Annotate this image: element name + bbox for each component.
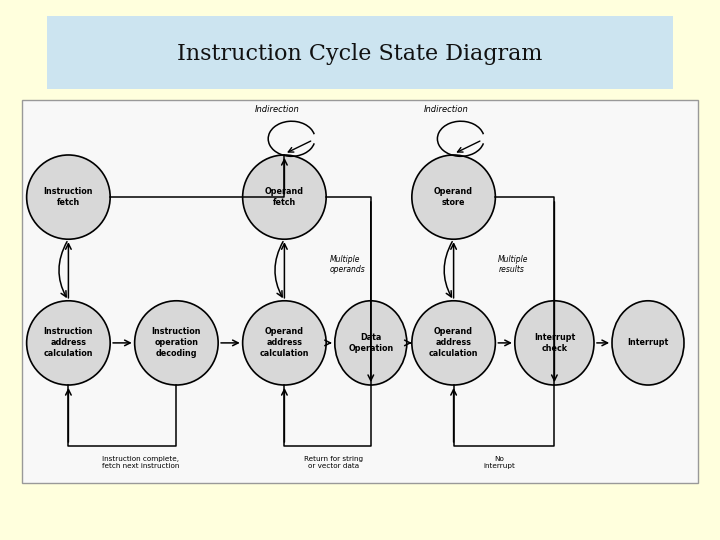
Text: Return for string
or vector data: Return for string or vector data: [304, 456, 363, 469]
Text: Operand
address
calculation: Operand address calculation: [260, 327, 309, 359]
Text: Instruction
fetch: Instruction fetch: [44, 187, 93, 207]
Ellipse shape: [243, 155, 326, 239]
Ellipse shape: [27, 301, 110, 385]
Text: Instruction
address
calculation: Instruction address calculation: [44, 327, 93, 359]
Ellipse shape: [243, 301, 326, 385]
Text: Multiple
operands: Multiple operands: [330, 255, 366, 274]
Ellipse shape: [412, 155, 495, 239]
Text: Operand
store: Operand store: [434, 187, 473, 207]
Text: No
interrupt: No interrupt: [483, 456, 515, 469]
Ellipse shape: [515, 301, 594, 385]
Ellipse shape: [412, 301, 495, 385]
Ellipse shape: [135, 301, 218, 385]
Ellipse shape: [335, 301, 407, 385]
Text: Data
Operation: Data Operation: [348, 333, 393, 353]
FancyBboxPatch shape: [22, 100, 698, 483]
Text: Operand
fetch: Operand fetch: [265, 187, 304, 207]
FancyBboxPatch shape: [47, 16, 673, 89]
Text: Interrupt: Interrupt: [627, 339, 669, 347]
Text: Instruction Cycle State Diagram: Instruction Cycle State Diagram: [177, 43, 543, 65]
Text: Instruction
operation
decoding: Instruction operation decoding: [152, 327, 201, 359]
Text: Interrupt
check: Interrupt check: [534, 333, 575, 353]
Text: Indirection: Indirection: [424, 105, 469, 114]
Ellipse shape: [612, 301, 684, 385]
Text: Multiple
results: Multiple results: [498, 255, 528, 274]
Text: Indirection: Indirection: [255, 105, 300, 114]
Text: Operand
address
calculation: Operand address calculation: [429, 327, 478, 359]
Text: Instruction complete,
fetch next instruction: Instruction complete, fetch next instruc…: [102, 456, 179, 469]
Ellipse shape: [27, 155, 110, 239]
